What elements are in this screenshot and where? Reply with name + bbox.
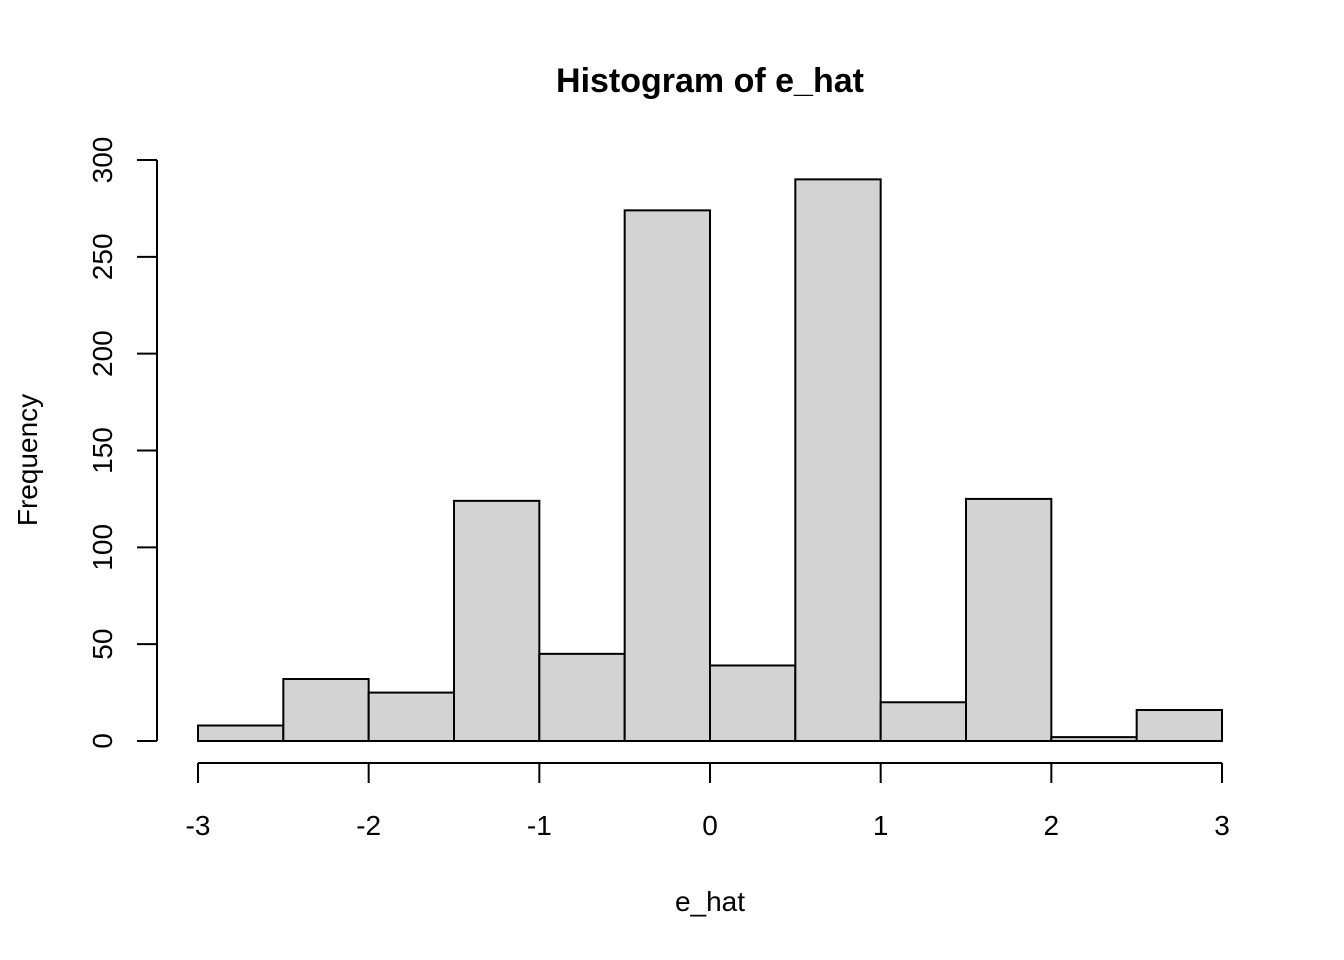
x-tick-label: 0	[702, 810, 718, 841]
x-tick-label: 2	[1044, 810, 1060, 841]
x-tick-label: 3	[1214, 810, 1230, 841]
chart-title: Histogram of e_hat	[556, 62, 864, 100]
histogram-bar	[879, 701, 968, 742]
bars-group	[197, 178, 1223, 743]
y-tick-label: 200	[87, 330, 118, 377]
histogram-bar	[538, 652, 626, 742]
y-tick-label: 250	[87, 233, 118, 280]
x-tick-label: -2	[356, 810, 381, 841]
x-tick-label: 1	[873, 810, 889, 841]
histogram-bar	[453, 499, 541, 742]
y-axis-label: Frequency	[12, 394, 43, 526]
histogram-bar	[197, 724, 285, 742]
y-tick-label: 100	[87, 524, 118, 571]
x-tick-label: -1	[527, 810, 552, 841]
x-axis: -3 -2 -1 0 1 2 3	[186, 762, 1230, 841]
y-tick-label: 0	[87, 733, 118, 749]
y-tick-label: 300	[87, 137, 118, 184]
x-axis-label: e_hat	[675, 886, 745, 917]
histogram-bar	[709, 664, 797, 742]
histogram-bar	[282, 678, 370, 743]
histogram-bar	[1050, 736, 1138, 742]
histogram-bar	[965, 497, 1053, 742]
y-tick-label: 150	[87, 427, 118, 474]
histogram-bar	[794, 178, 882, 743]
histogram-bar	[367, 691, 455, 742]
histogram-bar	[1135, 709, 1223, 742]
y-axis: 0 50 100 150 200 250 300	[87, 137, 158, 749]
y-tick-label: 50	[87, 629, 118, 660]
x-tick-label: -3	[186, 810, 211, 841]
histogram-bar	[623, 209, 712, 742]
